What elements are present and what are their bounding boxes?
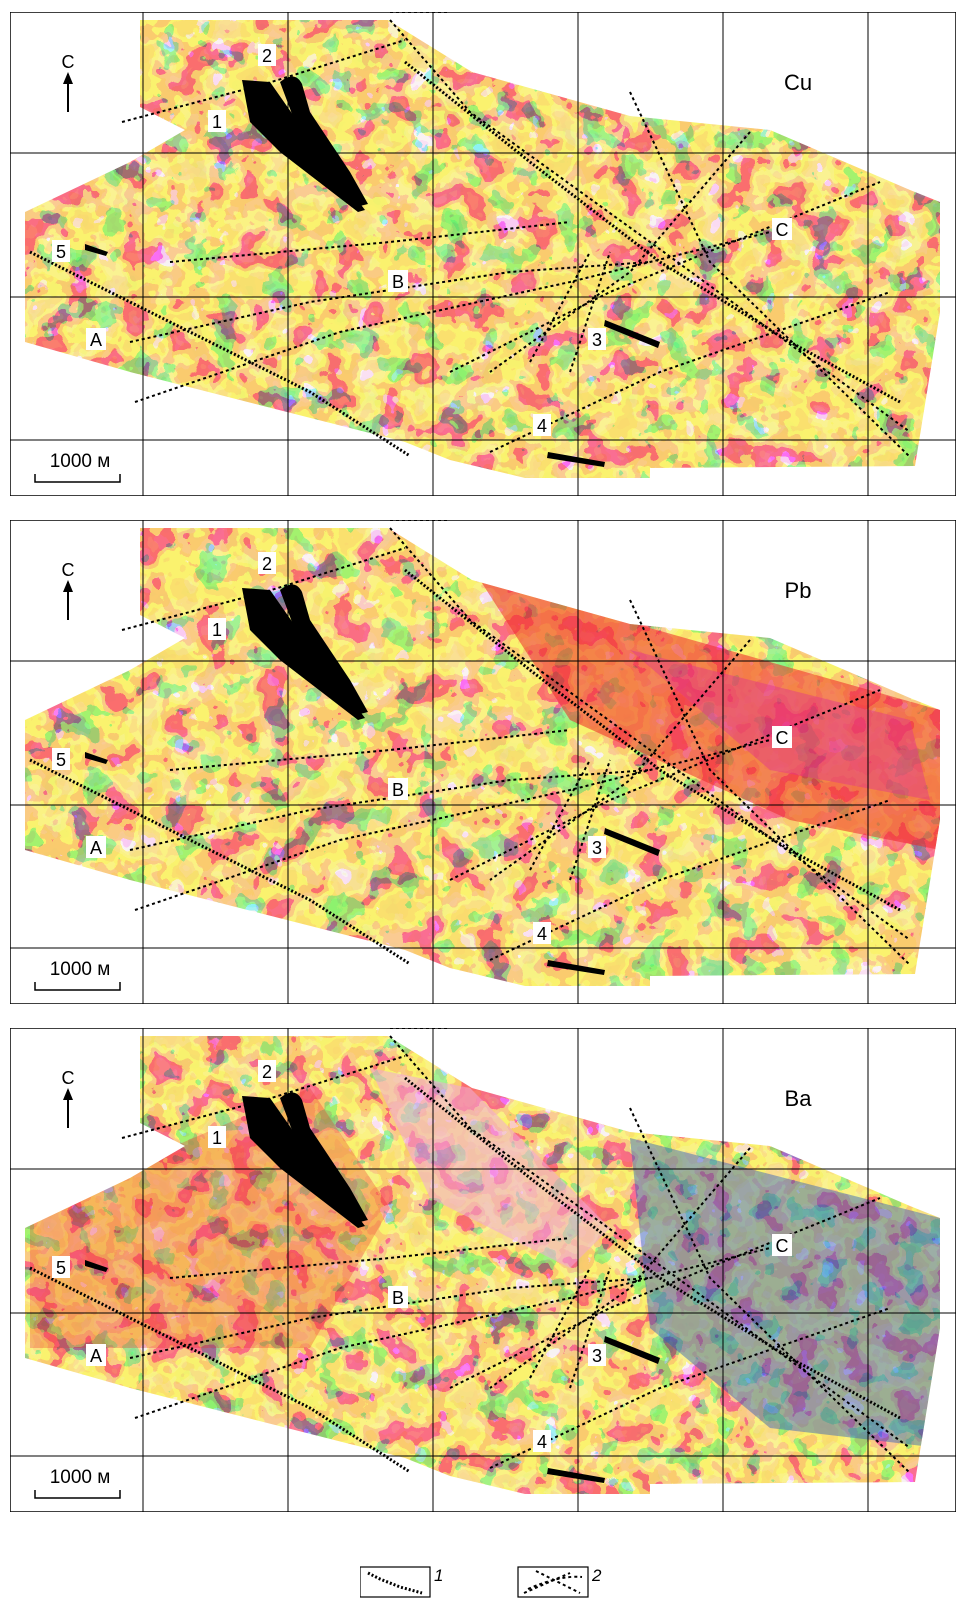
legend-item-1: 1 [360,1566,443,1598]
scale-label: 1000 м [50,451,111,472]
major-fault-c [404,568,901,912]
major-fault-a [29,1266,411,1474]
deposit-label-4: 4 [537,1432,547,1452]
map-panel-ba: С 1000 м Ba 5 1 2 3 4 А В С [10,1028,956,1512]
grid [10,12,956,496]
zone-label-a: А [90,1346,102,1366]
scale-bar: 1000 м [34,959,121,991]
zone-label-a: А [90,330,102,350]
major-fault-a [29,250,411,458]
major-fault-c [404,60,901,404]
deposit-label-3: 3 [592,330,602,350]
deposit-label-5: 5 [56,242,66,262]
map-panel-pb: С 1000 м Pb 5 1 2 3 4 А В С [10,520,956,1004]
deposit-label-4: 4 [537,416,547,436]
geochem-map-pb: С 1000 м Pb 5 1 2 3 4 А В С [10,520,956,1004]
ore-bodies [85,76,660,467]
scale-label: 1000 м [50,959,111,980]
zone-label-b: В [392,780,404,800]
element-label: Ba [785,1086,813,1111]
deposit-label-3: 3 [592,838,602,858]
geochem-map-ba: С 1000 м Ba 5 1 2 3 4 А В С [10,1028,956,1512]
zone-label-c: С [776,1236,789,1256]
deposit-label-1: 1 [212,620,222,640]
grid [10,520,956,1004]
north-label: С [62,52,75,72]
zone-label-c: С [776,728,789,748]
north-arrow: С [62,1068,75,1128]
legend-label-2: 2 [591,1566,602,1585]
deposit-label-1: 1 [212,1128,222,1148]
major-fault-c [404,1076,901,1420]
deposit-label-1: 1 [212,112,222,132]
zone-label-a: А [90,838,102,858]
element-label: Cu [784,70,812,95]
deposit-label-4: 4 [537,924,547,944]
deposit-label-2: 2 [262,1062,272,1082]
deposit-label-2: 2 [262,554,272,574]
ore-bodies [85,1092,660,1483]
north-arrow: С [62,560,75,620]
zone-label-c: С [776,220,789,240]
zone-label-b: В [392,272,404,292]
scale-bar: 1000 м [34,451,121,483]
north-label: С [62,560,75,580]
deposit-label-5: 5 [56,750,66,770]
ore-bodies [85,584,660,975]
scale-label: 1000 м [50,1467,111,1488]
geochem-map-cu: С 1000 м Cu 5 1 2 3 4 А В С [10,12,956,496]
map-legend: 1 2 [360,1565,680,1601]
north-arrow: С [62,52,75,112]
major-fault-a [29,758,411,966]
legend-label-1: 1 [434,1566,443,1585]
deposit-label-3: 3 [592,1346,602,1366]
map-panel-cu: С 1000 м Cu 5 1 2 3 4 А В С [10,12,956,496]
zone-label-b: В [392,1288,404,1308]
map-labels: 5 1 2 3 4 А В С [52,552,792,944]
scale-bar: 1000 м [34,1467,121,1499]
fault-symbol [523,1570,583,1594]
major-fault-symbol [367,1571,423,1595]
legend-item-2: 2 [517,1566,602,1598]
north-label: С [62,1068,75,1088]
element-label: Pb [785,578,812,603]
deposit-label-2: 2 [262,46,272,66]
map-labels: 5 1 2 3 4 А В С [52,1060,792,1452]
deposit-label-5: 5 [56,1258,66,1278]
map-labels: 5 1 2 3 4 А В С [52,44,792,436]
